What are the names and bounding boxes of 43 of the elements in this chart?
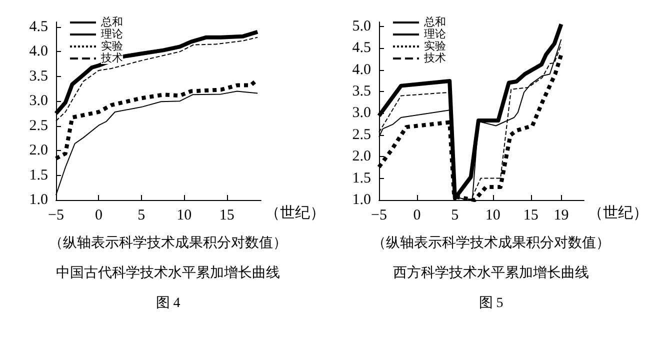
legend-label: 总和 [423, 16, 446, 28]
text: （纵轴表示科学技术成果积分对数值） [371, 234, 611, 252]
x-tick-label: 10 [485, 208, 500, 224]
x-tick-label: 19 [554, 208, 569, 224]
text: 西方科学技术水平累加增长曲线 [392, 264, 590, 282]
y-tick-label: 1.5 [29, 167, 48, 184]
y-tick-label: 1.5 [352, 170, 371, 186]
caption: 图 5 [478, 295, 504, 312]
text: 中国古代科学技术水平累加增长曲线 [55, 264, 281, 282]
x-tick-label: 15 [219, 208, 234, 224]
x-axis-title: （世纪） [265, 204, 325, 222]
x-tick-label: 10 [176, 208, 192, 224]
caption: 图 4 [154, 295, 182, 312]
x-tick-label: 5 [138, 208, 146, 224]
y-tick-label: 4.5 [29, 18, 48, 35]
legend-label: 理论 [101, 28, 123, 40]
y-tick-label: 2.5 [29, 118, 48, 134]
legend-label: 技术 [423, 52, 446, 64]
x-tick-label: 5 [451, 208, 459, 224]
y-tick-label: 3.0 [29, 93, 48, 110]
x-tick-label: 0 [413, 208, 421, 224]
y-tick-label: 4.0 [352, 62, 371, 78]
y-tick-label: 4.0 [29, 44, 48, 60]
x-tick-label: −5 [48, 208, 64, 224]
legend-label: 实验 [424, 40, 446, 52]
y-tick-label: 3.0 [352, 105, 371, 122]
legend-label: 总和 [100, 16, 123, 28]
legend-label: 实验 [101, 40, 123, 52]
y-tick-label: 5.0 [352, 18, 371, 34]
y-tick-label: 1.0 [352, 192, 371, 208]
x-tick-label: 15 [523, 208, 538, 224]
y-tick-label: 3.5 [29, 68, 48, 84]
x-tick-label: 0 [94, 208, 102, 224]
y-tick-label: 2.0 [29, 142, 48, 159]
y-tick-label: 2.5 [352, 126, 371, 143]
y-tick-label: 3.5 [352, 83, 371, 100]
y-tick-label: 1.0 [29, 192, 48, 208]
x-axis-title: （世纪） [588, 204, 648, 222]
legend-label: 理论 [424, 28, 446, 40]
x-tick-label: −5 [371, 208, 387, 224]
y-tick-label: 2.0 [352, 148, 371, 165]
y-tick-label: 4.5 [352, 40, 371, 56]
text: （纵轴表示科学技术成果积分对数值） [48, 234, 288, 252]
